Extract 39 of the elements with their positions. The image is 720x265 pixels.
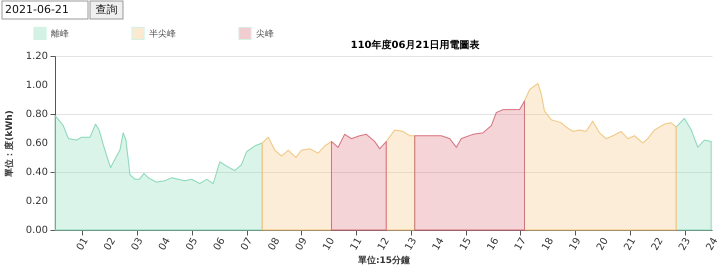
- x-tick-label: 02: [102, 236, 118, 253]
- x-tick-label: 01: [74, 236, 91, 253]
- x-tick-label: 05: [184, 236, 200, 253]
- x-tick-label: 21: [622, 236, 638, 253]
- x-tick-label: 08: [266, 236, 282, 253]
- x-axis-title: 單位:15分鐘: [356, 255, 410, 265]
- legend-label: 尖峰: [256, 28, 274, 40]
- x-tick-label: 23: [677, 236, 694, 253]
- x-tick-label: 16: [485, 236, 502, 253]
- x-tick-label: 04: [156, 236, 173, 253]
- y-tick-label: 0.80: [26, 109, 48, 120]
- y-axis-title: 單位：度(kWh): [4, 110, 15, 178]
- text: 2021-06-21: [5, 3, 69, 16]
- y-tick-label: 1.20: [26, 51, 48, 62]
- x-tick-label: 13: [403, 236, 420, 253]
- y-tick-label: 0.00: [26, 225, 48, 236]
- legend-label: 離峰: [51, 28, 69, 40]
- x-tick-label: 06: [212, 236, 228, 253]
- x-tick-label: 24: [704, 236, 720, 253]
- x-tick-label: 17: [512, 236, 529, 253]
- x-tick-label: 19: [568, 236, 584, 253]
- y-tick-label: 0.60: [26, 138, 48, 149]
- x-tick-label: 09: [294, 236, 310, 253]
- x-tick-label: 14: [430, 236, 447, 253]
- x-tick-label: 11: [348, 236, 365, 253]
- x-tick-label: 12: [376, 236, 392, 253]
- chart-title: 110年度06月21日用電圖表: [350, 39, 480, 51]
- text: 查詢: [96, 3, 118, 16]
- x-tick-label: 15: [458, 236, 474, 253]
- x-tick-label: 20: [594, 236, 611, 253]
- x-tick-label: 18: [540, 236, 556, 253]
- y-tick-label: 0.20: [26, 196, 48, 207]
- x-tick-label: 10: [321, 236, 338, 253]
- x-tick-label: 03: [130, 236, 146, 253]
- x-tick-label: 07: [239, 236, 256, 253]
- y-tick-label: 1.00: [26, 80, 48, 91]
- legend-label: 半尖峰: [149, 28, 176, 40]
- y-tick-label: 0.40: [26, 167, 48, 178]
- x-tick-label: 22: [650, 236, 666, 253]
